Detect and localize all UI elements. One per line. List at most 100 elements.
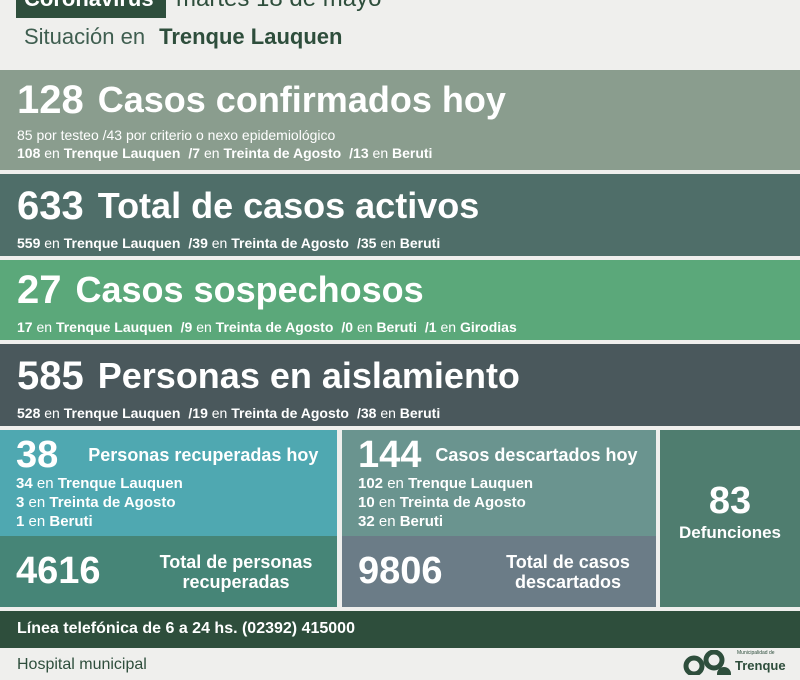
active-count: 633 <box>17 184 84 228</box>
en-word: en <box>387 475 404 492</box>
location-row: /35 en Beruti <box>357 235 440 251</box>
discarded-count: 144 <box>358 434 422 476</box>
phone-bar: Línea telefónica de 6 a 24 hs. (02392) 4… <box>0 611 800 648</box>
en-word: en <box>380 405 396 421</box>
en-word: en <box>380 235 396 251</box>
discarded-total-box: 9806 Total de casos descartados <box>342 536 656 607</box>
en-word: en <box>211 405 228 421</box>
municipality-logo: Municipalidad de Trenque <box>682 649 800 680</box>
confirmed-band: 128 Casos confirmados hoy 85 por testeo /… <box>0 70 800 170</box>
location-row: 1 en Beruti <box>16 512 321 531</box>
location-count: /38 <box>356 405 377 421</box>
en-word: en <box>44 405 60 421</box>
en-word: en <box>28 494 46 511</box>
coronavirus-tag: Coronavirus <box>16 0 166 18</box>
location-name: Beruti <box>399 405 441 421</box>
recovered-locations: 34 en Trenque Lauquen 3 en Treinta de Ago… <box>16 474 321 531</box>
discarded-box: 144 Casos descartados hoy 102 en Trenque … <box>342 430 656 536</box>
en-word: en <box>356 319 373 335</box>
en-word: en <box>378 494 396 511</box>
location-row: 17 en Trenque Lauquen <box>17 319 173 335</box>
location-name: Beruti <box>376 319 417 335</box>
discarded-total: 9806 <box>358 550 443 592</box>
location-row: 528 en Trenque Lauquen <box>17 405 180 421</box>
location-count: /19 <box>188 405 208 421</box>
isolation-title: Personas en aislamiento <box>97 355 520 396</box>
location-name: Beruti <box>399 235 441 251</box>
location-count: /7 <box>188 145 201 161</box>
logo-small-text: Municipalidad de <box>737 650 775 656</box>
logo-big-text: Trenque <box>735 658 786 673</box>
en-word: en <box>36 475 54 492</box>
en-word: en <box>378 513 396 530</box>
en-word: en <box>36 319 53 335</box>
location-row: 108 en Trenque Lauquen <box>17 145 180 161</box>
location-name: Treinta de Agosto <box>399 494 526 511</box>
location-row: 3 en Treinta de Agosto <box>16 493 321 512</box>
en-word: en <box>44 145 60 161</box>
en-word: en <box>196 319 212 335</box>
location-row: /19 en Treinta de Agosto <box>188 405 349 421</box>
location-count: /1 <box>424 319 437 335</box>
active-band: 633 Total de casos activos 559 en Trenque… <box>0 174 800 256</box>
en-word: en <box>440 319 457 335</box>
confirmed-breakdown: 85 por testeo /43 por criterio o nexo ep… <box>17 127 336 143</box>
location-name: Trenque Lauquen <box>63 145 181 161</box>
location-count: 1 <box>16 513 25 530</box>
location-name: Trenque Lauquen <box>55 319 173 335</box>
suspected-title: Casos sospechosos <box>75 269 424 310</box>
isolation-locations: 528 en Trenque Lauquen/19 en Treinta de … <box>17 404 800 422</box>
location-row: 34 en Trenque Lauquen <box>16 474 321 493</box>
location-row: /1 en Girodias <box>425 319 517 335</box>
location-name: Beruti <box>399 513 444 530</box>
suspected-count: 27 <box>17 268 62 312</box>
location-name: Beruti <box>49 513 93 530</box>
location-row: /38 en Beruti <box>357 405 440 421</box>
location-count: /13 <box>349 145 369 161</box>
situation-heading: Situación en Trenque Lauquen <box>24 24 342 50</box>
recovered-title: Personas recuperadas hoy <box>88 445 319 465</box>
location-count: 559 <box>17 235 41 251</box>
location-count: 102 <box>358 475 384 492</box>
location-row: /9 en Treinta de Agosto <box>181 319 334 335</box>
location-count: /0 <box>341 319 354 335</box>
discarded-title: Casos descartados hoy <box>435 445 638 465</box>
recovered-total-box: 4616 Total de personas recuperadas <box>0 536 337 607</box>
isolation-band: 585 Personas en aislamiento 528 en Trenqu… <box>0 344 800 426</box>
deaths-count: 83 <box>708 480 752 522</box>
confirmed-title: Casos confirmados hoy <box>97 79 506 120</box>
location-name: Trenque Lauquen <box>63 405 181 421</box>
en-word: en <box>203 145 220 161</box>
location-name: Treinta de Agosto <box>231 235 349 251</box>
location-name: Trenque Lauquen <box>408 475 534 492</box>
place-name: Trenque Lauquen <box>159 24 343 49</box>
location-count: 528 <box>17 405 41 421</box>
en-word: en <box>44 235 60 251</box>
location-name: Treinta de Agosto <box>223 145 342 161</box>
location-count: 34 <box>16 475 33 492</box>
recovered-total: 4616 <box>16 550 101 592</box>
location-count: 32 <box>358 513 375 530</box>
location-row: 10 en Treinta de Agosto <box>358 493 640 512</box>
isolation-count: 585 <box>17 354 84 398</box>
active-title: Total de casos activos <box>97 185 480 226</box>
suspected-band: 27 Casos sospechosos 17 en Trenque Lauque… <box>0 260 800 340</box>
hospital-label: Hospital municipal <box>17 656 147 673</box>
location-name: Girodias <box>459 319 517 335</box>
location-count: 3 <box>16 494 25 511</box>
situation-label: Situación en <box>24 24 146 49</box>
location-row: 102 en Trenque Lauquen <box>358 474 640 493</box>
location-name: Trenque Lauquen <box>63 235 181 251</box>
phone-line: Línea telefónica de 6 a 24 hs. (02392) 4… <box>17 620 355 637</box>
location-row: 32 en Beruti <box>358 512 640 531</box>
location-count: 17 <box>17 319 33 335</box>
deaths-box: 83 Defunciones <box>660 430 800 607</box>
location-row: 559 en Trenque Lauquen <box>17 235 180 251</box>
active-locations: 559 en Trenque Lauquen/39 en Treinta de … <box>17 234 800 252</box>
location-name: Treinta de Agosto <box>49 494 176 511</box>
location-count: 108 <box>17 145 41 161</box>
location-row: /39 en Treinta de Agosto <box>188 235 349 251</box>
recovered-total-label: Total de personas recuperadas <box>159 551 313 592</box>
deaths-label: Defunciones <box>678 523 782 542</box>
date: martes 18 de mayo <box>176 0 381 12</box>
